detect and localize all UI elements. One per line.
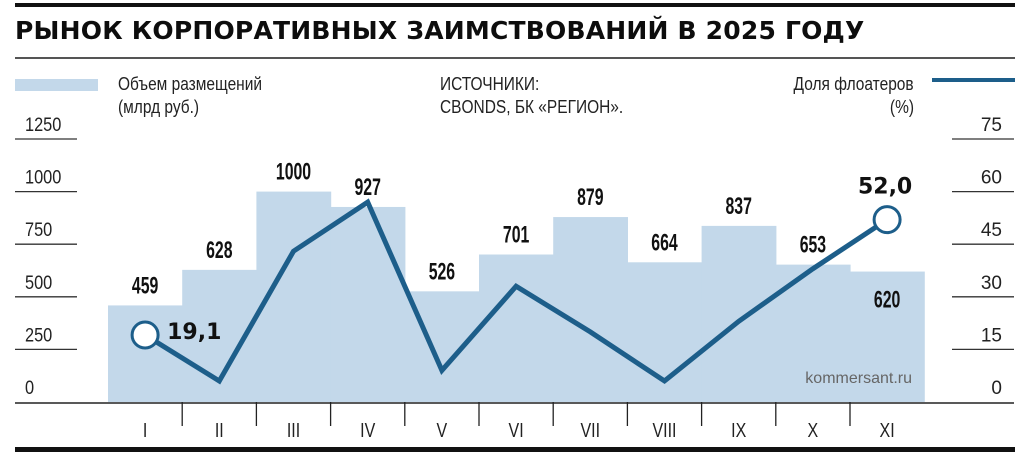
x-tick-label: IV <box>360 419 375 441</box>
x-tick-label: VI <box>509 419 524 441</box>
legend-bars-label-1: Объем размещений <box>118 74 263 94</box>
source-label-1: ИСТОЧНИКИ: <box>440 74 540 94</box>
line-marker <box>130 320 160 350</box>
bar-value-label: 664 <box>651 229 678 256</box>
x-tick-label: VII <box>581 419 601 441</box>
legend-line-label-1: Доля флоатеров <box>793 74 914 94</box>
x-tick-label: III <box>287 419 300 441</box>
bottom-rule <box>15 447 1015 452</box>
bar <box>553 217 628 402</box>
source-label-2: CBONDS, БК «РЕГИОН». <box>440 97 624 117</box>
left-tick-label: 750 <box>25 219 52 240</box>
bar-value-label: 620 <box>874 286 900 313</box>
bar-value-label: 526 <box>429 258 455 285</box>
top-rule <box>15 3 1015 7</box>
bar-value-label: 701 <box>503 221 529 248</box>
title-divider <box>15 57 1015 59</box>
legend-bars-label-2: (млрд руб.) <box>118 97 200 117</box>
legend-bars-swatch <box>15 79 98 91</box>
left-axis: 0 250 500 750 1000 1250 <box>15 114 77 398</box>
bar <box>330 206 406 402</box>
line-series: 19,1 52,0 <box>130 175 912 385</box>
x-tick-label: V <box>437 419 448 441</box>
legend-line-label-2: (%) <box>889 97 914 117</box>
left-tick-label: 500 <box>25 272 52 293</box>
bar <box>701 225 777 402</box>
right-tick-label: 30 <box>981 273 1002 294</box>
right-tick-label: 0 <box>991 378 1002 399</box>
left-tick-label: 250 <box>25 324 52 345</box>
bar-value-labels: 459 628 1000 927 526 701 879 664 837 653 620 <box>132 158 900 313</box>
line-marker <box>872 205 902 235</box>
line-callout-label: 52,0 <box>858 175 912 200</box>
x-tick-label: I <box>143 419 147 441</box>
bar-value-label: 879 <box>577 184 603 211</box>
x-tick-label: XI <box>880 419 895 441</box>
watermark: kommersant.ru <box>805 370 912 387</box>
right-tick-label: 60 <box>981 168 1002 189</box>
bar-value-label: 927 <box>354 174 380 201</box>
right-axis: 0 15 30 45 60 75 <box>952 115 1014 399</box>
left-tick-label: 1000 <box>25 166 61 187</box>
x-tick-label: VIII <box>652 419 676 441</box>
x-axis: I II III IV V VI VII VIII IX X XI <box>15 402 1014 441</box>
bar-value-label: 459 <box>132 272 158 299</box>
floater-share-line <box>143 198 889 385</box>
bar <box>850 271 925 402</box>
right-tick-label: 45 <box>981 220 1002 241</box>
legend-line-swatch <box>932 78 1015 82</box>
bar-value-label: 1000 <box>276 158 311 185</box>
bar-value-label: 628 <box>206 237 232 264</box>
line-callout-label: 19,1 <box>167 320 221 345</box>
x-tick-label: IX <box>731 419 746 441</box>
bar-value-label: 653 <box>800 231 826 258</box>
bar-value-label: 837 <box>725 193 751 220</box>
bar <box>479 254 554 402</box>
left-tick-label: 0 <box>25 377 34 398</box>
x-tick-label: X <box>808 419 819 441</box>
right-tick-label: 75 <box>981 115 1002 136</box>
chart-title: РЫНОК КОРПОРАТИВНЫХ ЗАИМСТВОВАНИЙ В 2025… <box>15 16 865 45</box>
left-tick-label: 1250 <box>25 114 61 135</box>
x-tick-label: II <box>215 419 224 441</box>
right-tick-label: 15 <box>981 325 1002 346</box>
